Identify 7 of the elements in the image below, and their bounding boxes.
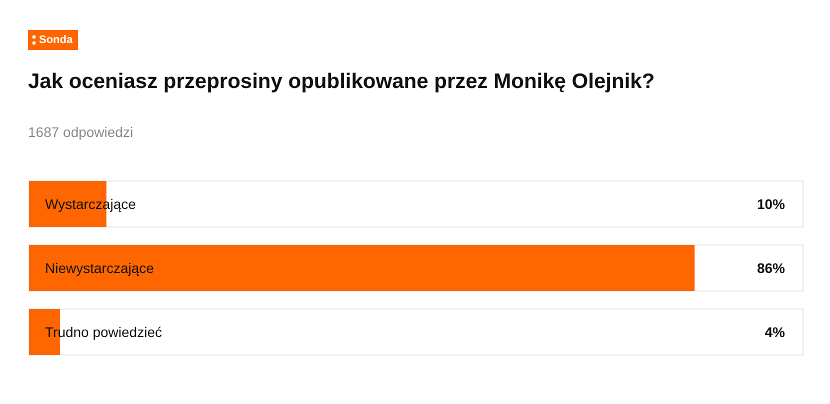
data-label: 10% xyxy=(756,196,786,212)
text: Sonda xyxy=(39,34,73,46)
data-label: 86% xyxy=(756,260,786,276)
data-label: 4% xyxy=(764,324,786,340)
chart-title: Jak oceniasz przeprosiny opublikowane przez Monikę Olejnik? xyxy=(28,70,655,94)
chart-subtitle: 1687 odpowiedzi xyxy=(28,124,134,140)
y-tick-label: Niewystarczające xyxy=(45,260,154,276)
